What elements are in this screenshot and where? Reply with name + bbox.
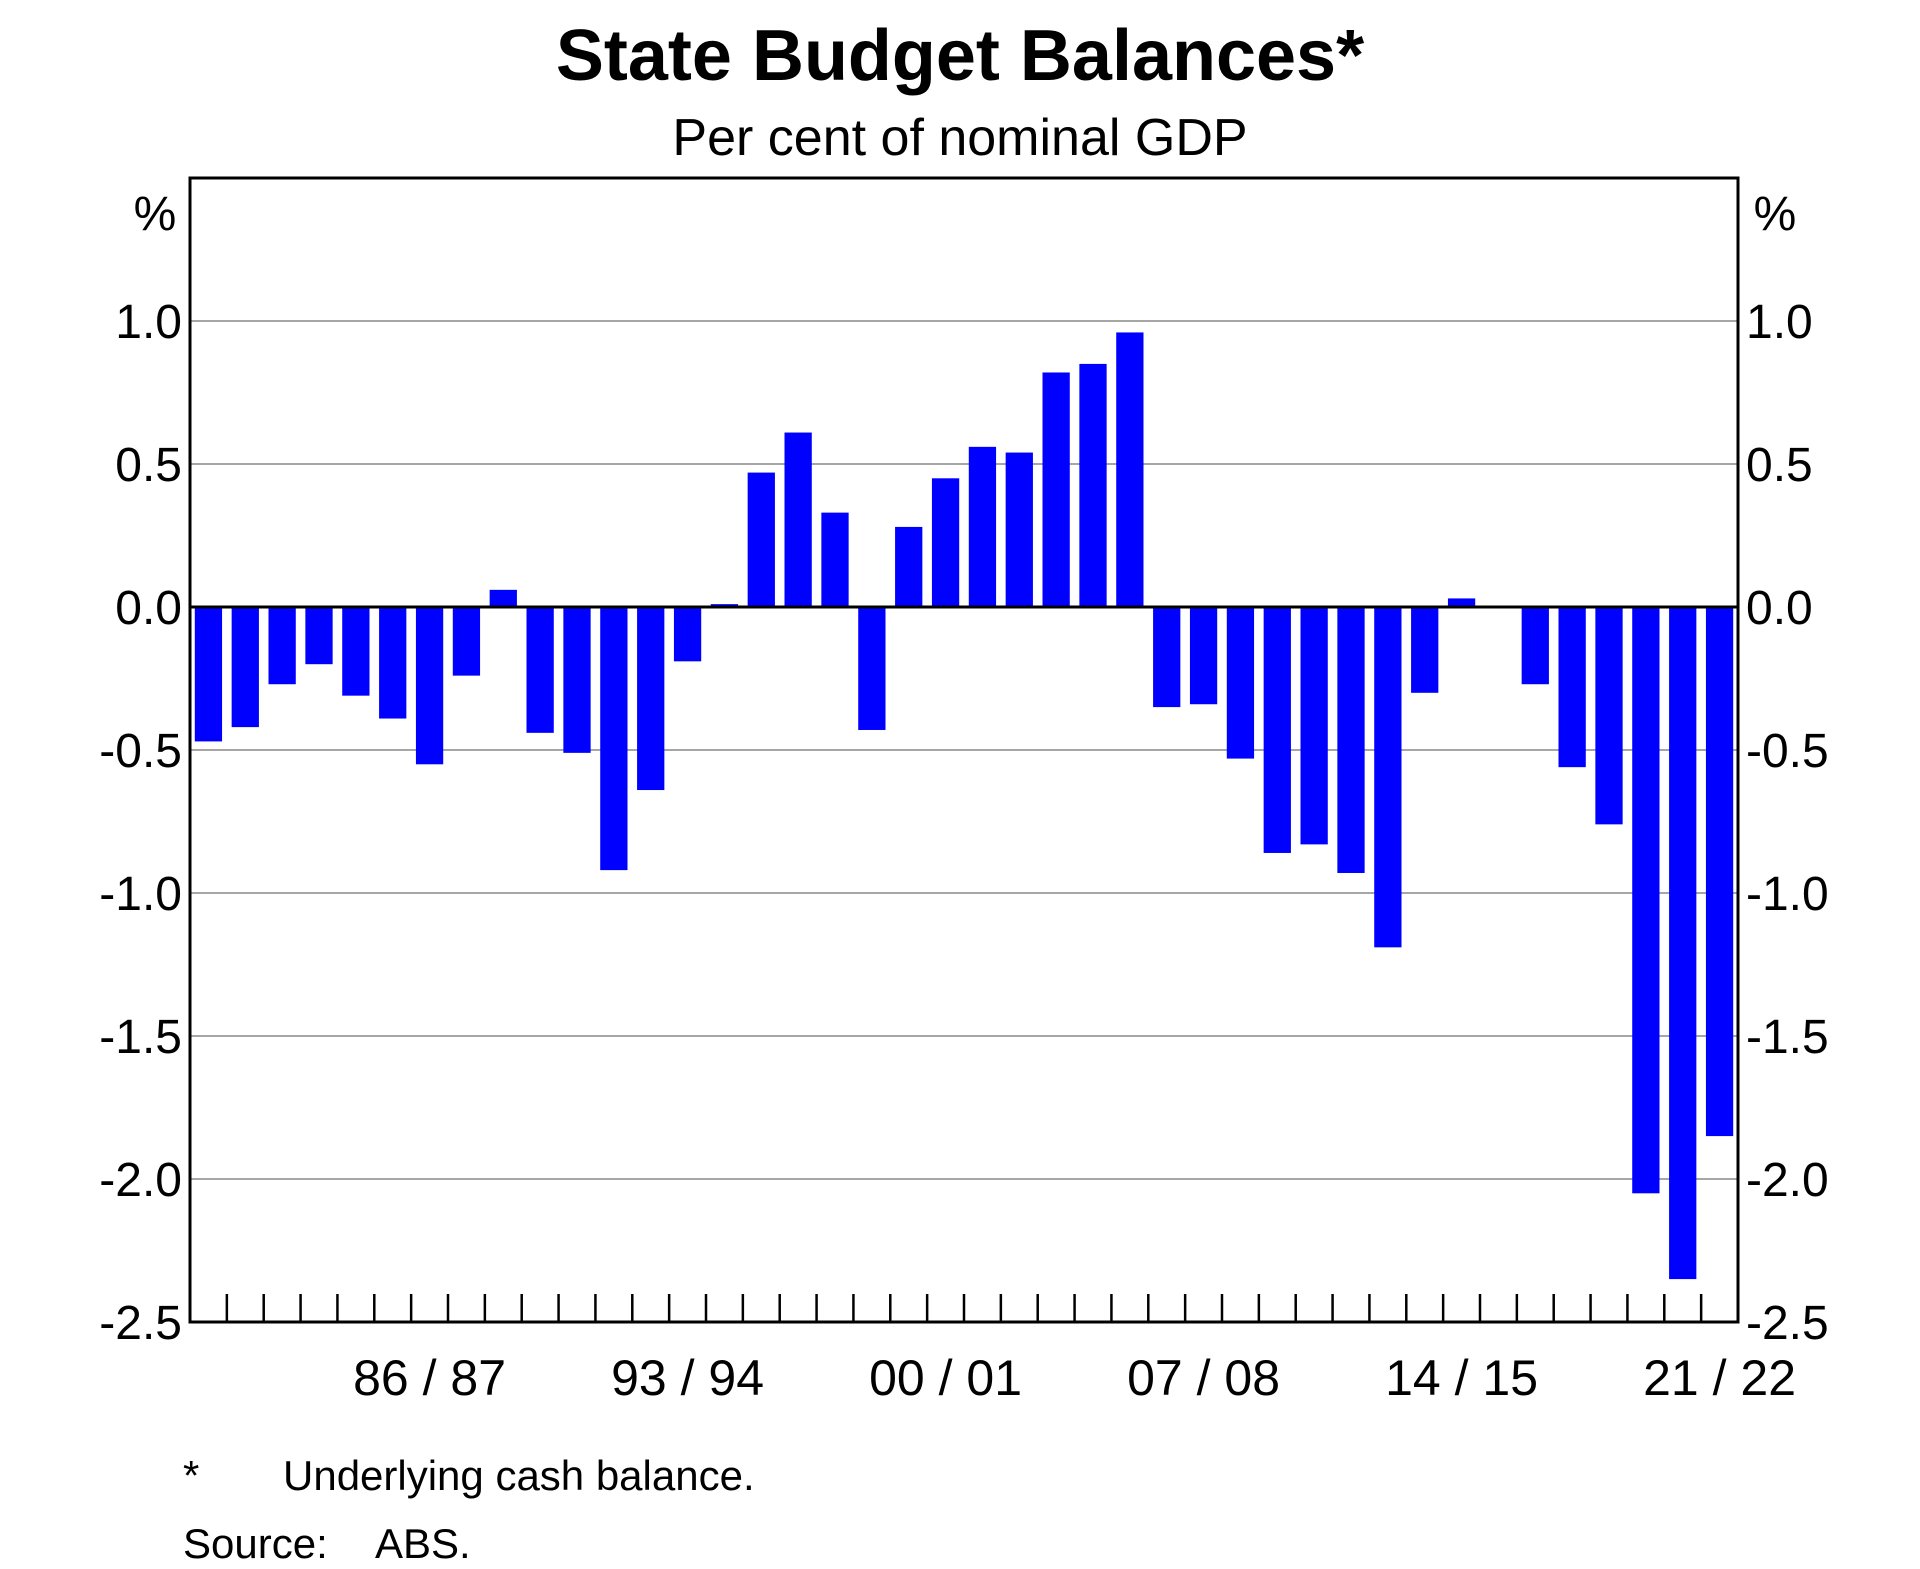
bar — [1263, 607, 1291, 853]
y-tick-label-right: -1.5 — [1746, 1011, 1829, 1064]
source-label: Source: — [183, 1520, 328, 1567]
bar — [1300, 607, 1328, 845]
x-tick-label: 14 / 15 — [1385, 1350, 1538, 1406]
bar — [231, 607, 259, 728]
bar — [1226, 607, 1255, 759]
y-tick-label-left: -1.0 — [99, 868, 182, 921]
y-tick-label-left: 1.0 — [115, 296, 182, 349]
bar — [637, 607, 665, 791]
y-tick-label-right: -1.0 — [1746, 868, 1829, 921]
y-tick-label-left: 0.5 — [115, 439, 182, 492]
bar — [1079, 363, 1107, 607]
bar — [673, 607, 702, 662]
source-text: ABS. — [375, 1520, 471, 1567]
x-tick-marks — [225, 1294, 1703, 1322]
bar — [489, 589, 517, 607]
y-tick-label-left: -0.5 — [99, 725, 182, 778]
bar — [931, 478, 960, 607]
y-tick-label-left: -2.5 — [99, 1297, 182, 1350]
gridlines — [190, 320, 1738, 1180]
bar — [268, 607, 296, 685]
bar — [452, 607, 481, 676]
bar — [1521, 607, 1549, 685]
x-tick-label: 93 / 94 — [611, 1350, 764, 1406]
bars — [194, 332, 1734, 1280]
footnote-text: Underlying cash balance. — [283, 1452, 755, 1499]
x-tick-labels: 86 / 87 93 / 94 00 / 01 07 / 08 14 / 15 21 / … — [353, 1350, 1796, 1406]
bar — [895, 526, 923, 607]
bar — [1595, 607, 1623, 825]
bar — [379, 607, 407, 719]
y-tick-label-left: -1.5 — [99, 1011, 182, 1064]
bar — [194, 607, 223, 742]
bar — [747, 472, 775, 607]
bar — [1558, 607, 1586, 768]
y-tick-label-right: -2.5 — [1746, 1297, 1829, 1350]
bar — [1337, 607, 1365, 873]
bar — [784, 432, 812, 607]
x-tick-label: 07 / 08 — [1127, 1350, 1280, 1406]
y-tick-label-right: 1.0 — [1746, 296, 1813, 349]
footnote-asterisk: * — [183, 1452, 200, 1499]
bar — [415, 607, 444, 765]
bar — [600, 607, 628, 871]
x-tick-label: 21 / 22 — [1643, 1350, 1796, 1406]
bar — [858, 607, 886, 730]
plot-frame — [188, 176, 1740, 1324]
bar — [821, 512, 849, 607]
bar — [1447, 598, 1476, 607]
bar — [563, 607, 591, 753]
y-tick-labels: -2.5 -2.5 -2.0 -2.0 -1.5 -1.5 -1.0 -1.0 -0.5 -0.5… — [99, 296, 1828, 1350]
bar — [968, 446, 997, 607]
y-tick-label-left: -2.0 — [99, 1154, 182, 1207]
x-tick-label: 86 / 87 — [353, 1350, 506, 1406]
y-tick-label-right: 0.0 — [1746, 582, 1813, 635]
bar — [1153, 607, 1181, 708]
bar — [1669, 607, 1697, 1280]
chart-title: State Budget Balances* — [556, 16, 1364, 96]
bar — [1189, 607, 1218, 705]
bar — [342, 607, 370, 696]
y-tick-label-left: 0.0 — [115, 582, 182, 635]
bar — [1374, 607, 1402, 948]
bar — [1005, 452, 1033, 607]
bar — [1411, 607, 1439, 693]
y-unit-right: % — [1754, 188, 1797, 241]
bar — [1116, 332, 1144, 607]
x-tick-label: 00 / 01 — [869, 1350, 1022, 1406]
bar — [1042, 372, 1070, 607]
chart-subtitle: Per cent of nominal GDP — [672, 109, 1247, 167]
bar — [305, 607, 333, 665]
bar — [1632, 607, 1660, 1194]
y-tick-label-right: -0.5 — [1746, 725, 1829, 778]
y-unit-left: % — [134, 188, 177, 241]
bar — [1705, 607, 1734, 1137]
bar — [526, 607, 554, 733]
y-tick-label-right: 0.5 — [1746, 439, 1813, 492]
y-tick-label-right: -2.0 — [1746, 1154, 1829, 1207]
